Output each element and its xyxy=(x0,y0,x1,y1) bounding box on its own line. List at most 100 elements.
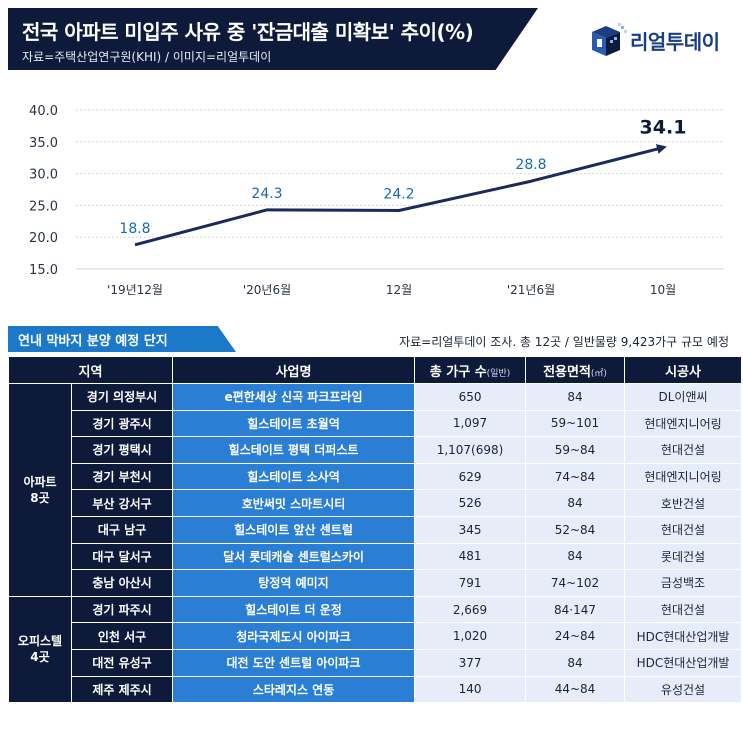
project-cell: 대전 도안 센트럴 아이파크 xyxy=(173,649,415,676)
project-cell: 힐스테이트 앞산 센트럴 xyxy=(173,516,415,543)
group-label: 아파트 8곳 xyxy=(9,384,71,596)
presale-table: 지역 사업명 총 가구 수(일반) 전용면적(㎡) 시공사 아파트 8곳 경기 의… xyxy=(8,356,743,704)
y-tick-label: 15.0 xyxy=(29,263,58,278)
header-region: 지역 xyxy=(9,357,173,383)
project-cell: 힐스테이트 평택 더퍼스트 xyxy=(173,437,415,463)
area-cell: 59~101 xyxy=(526,410,625,437)
group-label: 오피스텔 4곳 xyxy=(9,596,71,703)
builder-cell: 현대엔지니어링 xyxy=(625,410,742,437)
data-label: 24.2 xyxy=(383,186,414,202)
project-cell: 호반써밋 스마트시티 xyxy=(173,490,415,516)
region-cell: 충남 아산시 xyxy=(72,570,173,596)
households-cell: 526 xyxy=(415,490,526,516)
builder-cell: HDC현대산업개발 xyxy=(625,649,742,676)
table-row: 오피스텔 4곳 경기 파주시 힐스테이트 더 운정 2,669 84·147 현대건설 xyxy=(9,596,742,703)
table-row: 경기 광주시 힐스테이트 초월역 1,097 59~101 현대엔지니어링 xyxy=(9,410,742,437)
table-row: 경기 평택시 힐스테이트 평택 더퍼스트 1,107(698) 59~84 현대건설 xyxy=(9,437,742,463)
area-cell: 84 xyxy=(526,649,625,676)
header-area: 전용면적(㎡) xyxy=(526,357,625,383)
area-cell: 84 xyxy=(526,384,625,410)
region-cell: 경기 의정부시 xyxy=(72,384,173,410)
households-cell: 1,097 xyxy=(415,410,526,437)
table-row: 대전 유성구 대전 도안 센트럴 아이파크 377 84 HDC현대산업개발 xyxy=(9,649,742,676)
header-households-label: 총 가구 수 xyxy=(429,364,487,380)
table-row: 충남 아산시 탕정역 예미지 791 74~102 금성백조 xyxy=(9,570,742,596)
region-cell: 부산 강서구 xyxy=(72,490,173,516)
line-chart: 40.0 35.0 30.0 25.0 20.0 15.0 '19년12월 '20년6월 12월… xyxy=(8,86,735,312)
table-row: 대구 남구 힐스테이트 앞산 센트럴 345 52~84 현대건설 xyxy=(9,516,742,543)
y-tick-label: 40.0 xyxy=(29,104,58,119)
households-cell: 629 xyxy=(415,463,526,490)
real-today-cube-logo-icon xyxy=(592,23,627,56)
header: 전국 아파트 미입주 사유 중 '잔금대출 미확보' 추이(%) 자료=주택산업… xyxy=(8,8,735,70)
x-tick-label: '19년12월 xyxy=(107,283,163,297)
region-cell: 경기 광주시 xyxy=(72,410,173,437)
region-cell: 경기 부천시 xyxy=(72,463,173,490)
header-background xyxy=(8,8,538,70)
builder-cell: 현대엔지니어링 xyxy=(625,463,742,490)
series-line xyxy=(134,144,667,247)
data-label: 34.1 xyxy=(640,117,687,139)
households-cell: 1,020 xyxy=(415,623,526,649)
page-title: 전국 아파트 미입주 사유 중 '잔금대출 미확보' 추이(%) xyxy=(22,20,474,44)
area-cell: 84·147 xyxy=(526,596,625,623)
region-cell: 대구 남구 xyxy=(72,516,173,543)
project-cell: 힐스테이트 초월역 xyxy=(173,410,415,437)
region-cell: 인천 서구 xyxy=(72,623,173,649)
builder-cell: DL이앤씨 xyxy=(625,384,742,410)
table-source: 자료=리얼투데이 조사. 총 12곳 / 일반물량 9,423가구 규모 예정 xyxy=(399,335,729,349)
households-cell: 481 xyxy=(415,543,526,570)
builder-cell: 현대건설 xyxy=(625,516,742,543)
households-cell: 791 xyxy=(415,570,526,596)
households-cell: 1,107(698) xyxy=(415,437,526,463)
table-row: 제주 제주시 스타레지스 연동 140 44~84 유성건설 xyxy=(9,676,742,703)
y-tick-label: 35.0 xyxy=(29,136,58,151)
households-cell: 2,669 xyxy=(415,596,526,623)
area-cell: 59~84 xyxy=(526,437,625,463)
header-households: 총 가구 수(일반) xyxy=(415,357,526,383)
data-label: 24.3 xyxy=(251,186,282,202)
builder-cell: HDC현대산업개발 xyxy=(625,623,742,649)
builder-cell: 유성건설 xyxy=(625,676,742,703)
x-tick-label: 12월 xyxy=(386,283,412,297)
table-row: 경기 부천시 힐스테이트 소사역 629 74~84 현대엔지니어링 xyxy=(9,463,742,490)
table-row: 대구 달서구 달서 롯데캐슬 센트럴스카이 481 84 롯데건설 xyxy=(9,543,742,570)
builder-cell: 금성백조 xyxy=(625,570,742,596)
x-tick-label: '20년6월 xyxy=(243,283,291,297)
header-source: 자료=주택산업연구원(KHI) / 이미지=리얼투데이 xyxy=(22,50,272,64)
builder-cell: 현대건설 xyxy=(625,437,742,463)
header-area-note: (㎡) xyxy=(590,368,607,379)
area-cell: 84 xyxy=(526,490,625,516)
line-chart-svg: 40.0 35.0 30.0 25.0 20.0 15.0 '19년12월 '20년6월 12월… xyxy=(29,104,724,297)
table-banner: 연내 막바지 분양 예정 단지 xyxy=(8,326,236,352)
region-cell: 제주 제주시 xyxy=(72,676,173,703)
table-row: 부산 강서구 호반써밋 스마트시티 526 84 호반건설 xyxy=(9,490,742,516)
region-cell: 대전 유성구 xyxy=(72,649,173,676)
project-cell: 청라국제도시 아이파크 xyxy=(173,623,415,649)
logo-text: 리얼투데이 xyxy=(630,30,720,54)
builder-cell: 롯데건설 xyxy=(625,543,742,570)
header-area-label: 전용면적 xyxy=(543,364,591,380)
households-cell: 650 xyxy=(415,384,526,410)
area-cell: 44~84 xyxy=(526,676,625,703)
table-row: 인천 서구 청라국제도시 아이파크 1,020 24~84 HDC현대산업개발 xyxy=(9,623,742,649)
header-households-note: (일반) xyxy=(486,368,511,379)
x-tick-label: 10월 xyxy=(650,283,676,297)
builder-cell: 호반건설 xyxy=(625,490,742,516)
data-label: 18.8 xyxy=(119,221,150,237)
area-cell: 52~84 xyxy=(526,516,625,543)
table-row: 아파트 8곳 경기 의정부시 e편한세상 신곡 파크프라임 650 84 DL이앤씨 xyxy=(9,384,742,596)
region-cell: 경기 평택시 xyxy=(72,437,173,463)
households-cell: 140 xyxy=(415,676,526,703)
builder-cell: 현대건설 xyxy=(625,596,742,623)
project-cell: 힐스테이트 더 운정 xyxy=(173,596,415,623)
brand-logo: 리얼투데이 xyxy=(588,22,733,58)
project-cell: 달서 롯데캐슬 센트럴스카이 xyxy=(173,543,415,570)
project-cell: 스타레지스 연동 xyxy=(173,676,415,703)
region-cell: 대구 달서구 xyxy=(72,543,173,570)
header-builder: 시공사 xyxy=(625,357,742,383)
y-tick-label: 20.0 xyxy=(29,231,58,246)
area-cell: 74~84 xyxy=(526,463,625,490)
area-cell: 24~84 xyxy=(526,623,625,649)
project-cell: e편한세상 신곡 파크프라임 xyxy=(173,384,415,410)
